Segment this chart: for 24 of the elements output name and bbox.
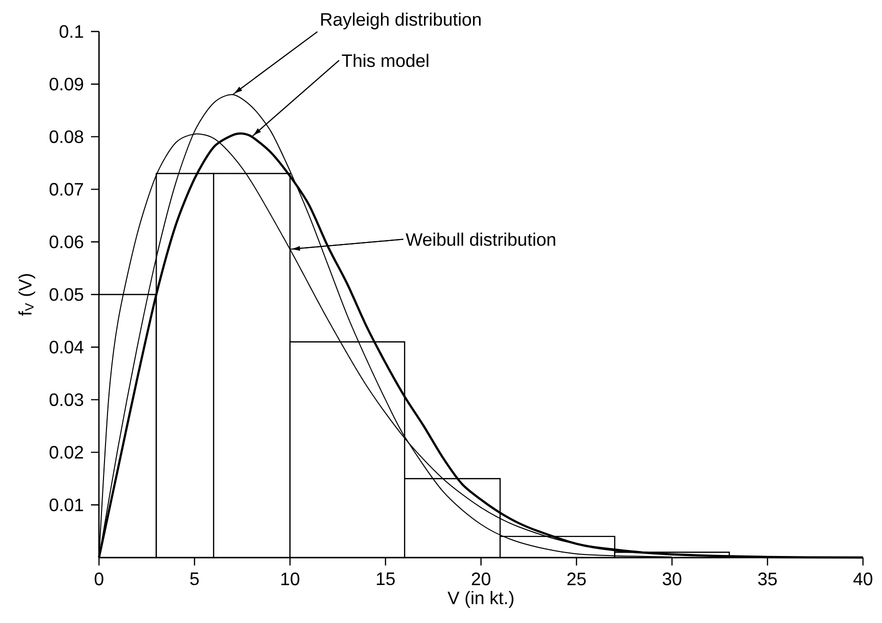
x-tick-label: 0 <box>94 572 104 586</box>
y-tick-label: 0.06 <box>50 236 84 248</box>
x-tick-label: 10 <box>281 572 300 586</box>
x-axis-title: V (in kt.) <box>448 591 514 608</box>
x-tick-label: 35 <box>758 572 777 586</box>
x-tick-label: 25 <box>567 572 586 586</box>
annotation: Weibull distribution <box>406 232 556 246</box>
x-tick-label: 15 <box>376 572 395 586</box>
x-tick-label: 30 <box>662 572 682 586</box>
y-tick-label: 0.05 <box>50 288 84 301</box>
y-tick-label: 0.08 <box>50 130 84 144</box>
y-tick-label: 0.1 <box>60 25 84 38</box>
x-tick-label: 20 <box>472 572 490 586</box>
y-tick-label: 0.04 <box>50 340 84 354</box>
annotation: Rayleigh distribution <box>321 12 481 30</box>
annotation: This model <box>342 54 428 68</box>
y-axis-title: f$_{V}$ (V) <box>18 274 36 316</box>
y-tick-label: 0.09 <box>50 78 84 90</box>
y-tick-label: 0.02 <box>50 446 84 459</box>
x-tick-label: 40 <box>853 572 872 586</box>
y-tick-label: 0.03 <box>50 393 84 406</box>
y-tick-label: 0.01 <box>50 498 84 512</box>
y-tick-label: 0.07 <box>50 182 84 196</box>
x-tick-label: 5 <box>190 572 199 586</box>
